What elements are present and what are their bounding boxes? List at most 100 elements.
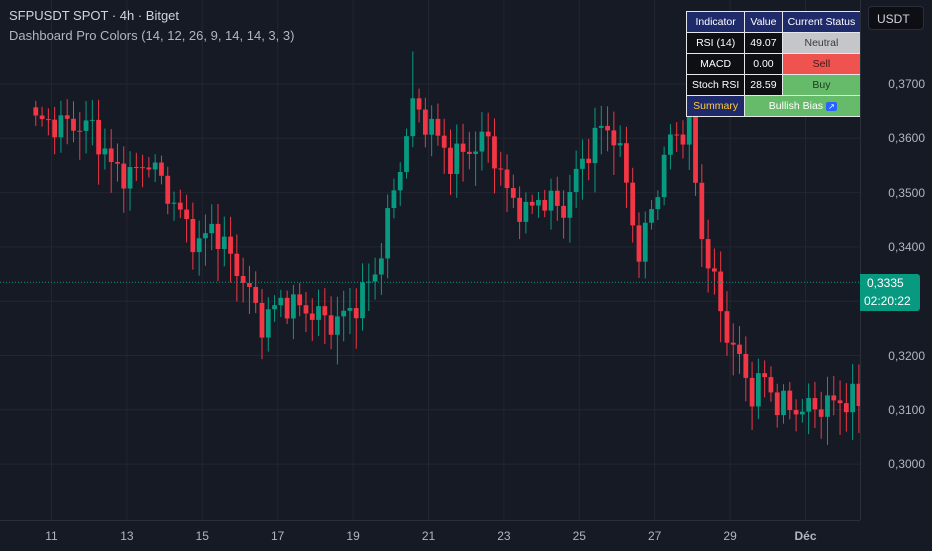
candle-body	[146, 167, 152, 170]
candle-body	[699, 182, 705, 240]
candle-body	[787, 390, 793, 411]
candle-body	[64, 115, 70, 119]
candle-body	[718, 271, 724, 312]
candle-body	[793, 410, 799, 415]
summary-label: Summary	[685, 95, 746, 117]
candle-body	[89, 119, 95, 121]
rsi-label: RSI (14)	[685, 32, 746, 54]
candle-body	[831, 395, 837, 401]
price-tick-label: 0,3100	[888, 402, 925, 417]
price-tick-label: 0,3400	[888, 239, 925, 254]
candle-body	[316, 306, 321, 320]
currency-button[interactable]: USDT	[868, 6, 924, 30]
time-tick-label: 15	[195, 529, 209, 543]
rsi-value: 49.07	[744, 32, 783, 54]
candle-body	[743, 353, 749, 378]
candle-body	[636, 225, 642, 262]
symbol-title[interactable]: SFPUSDT SPOT · 4h · Bitget	[9, 8, 180, 23]
candle-body	[712, 268, 717, 272]
candle-body	[259, 302, 265, 338]
candle-body	[850, 383, 856, 413]
candle-body	[322, 306, 328, 316]
time-tick-label: 27	[648, 529, 662, 543]
candle-body	[360, 282, 365, 319]
candle-body	[567, 191, 573, 218]
dashboard-header-value: Value	[744, 11, 783, 33]
price-axis[interactable]: 0,3700 0,3600 0,3500 0,3400 0,3200 0,3100 0,30…	[860, 0, 932, 520]
candle-body	[291, 294, 296, 319]
bar-countdown: 02:20:22	[864, 294, 911, 308]
candle-body	[693, 113, 698, 183]
candle-body	[253, 286, 259, 303]
candle-body	[454, 143, 460, 174]
candle-body	[221, 236, 227, 249]
candle-body	[115, 162, 120, 164]
summary-value: Bullish Bias	[768, 100, 824, 112]
candle-body	[297, 294, 303, 306]
indicator-legend[interactable]: Dashboard Pro Colors (14, 12, 26, 9, 14,…	[9, 28, 295, 43]
candle-body	[655, 197, 661, 210]
candle-body	[190, 219, 196, 253]
candle-body	[196, 238, 202, 253]
candle-body	[372, 274, 378, 282]
stoch-rsi-value: 28.59	[744, 74, 783, 96]
time-tick-label: Déc	[794, 529, 817, 543]
dashboard-header-status: Current Status	[781, 11, 862, 33]
candle-body	[391, 190, 397, 209]
time-axis[interactable]: 11 13 15 17 19 21 23 25 27 29 Déc	[0, 520, 860, 551]
stoch-rsi-label: Stoch RSI	[685, 74, 746, 96]
candle-body	[529, 201, 535, 206]
candle-body	[799, 411, 805, 415]
candle-body	[341, 310, 347, 317]
candle-body	[492, 136, 497, 169]
candle-body	[203, 233, 208, 239]
candle-body	[77, 130, 83, 132]
price-tick-label: 0,3600	[888, 131, 925, 146]
candle-body	[818, 409, 824, 417]
candle-body	[554, 190, 560, 206]
candle-body	[347, 308, 353, 311]
candle-body	[429, 118, 435, 135]
candle-body	[642, 222, 648, 262]
candle-body	[165, 175, 171, 204]
candle-body	[247, 282, 252, 287]
candle-body	[108, 148, 114, 163]
candle-body	[781, 390, 786, 416]
candle-body	[96, 119, 102, 155]
candle-body	[45, 119, 51, 121]
candle-body	[102, 148, 108, 155]
last-price-value: 0,3335	[867, 276, 904, 290]
candle-body	[724, 311, 730, 343]
price-tick-label: 0,3200	[888, 348, 925, 363]
candle-body	[498, 168, 504, 170]
candle-body	[83, 120, 89, 131]
candle-body	[177, 202, 183, 210]
candle-body	[397, 171, 403, 191]
time-tick-label: 19	[346, 529, 360, 543]
candle-body	[133, 167, 139, 169]
candle-body	[121, 163, 127, 189]
time-tick-label: 11	[45, 529, 58, 543]
price-tick-label: 0,3700	[888, 77, 925, 91]
candle-body	[755, 373, 761, 407]
candle-body	[152, 162, 158, 170]
candle-body	[617, 143, 623, 146]
candle-body	[416, 98, 422, 110]
time-tick-label: 21	[421, 529, 436, 543]
candle-body	[586, 158, 592, 164]
candle-body	[598, 125, 604, 128]
candle-body	[140, 167, 145, 169]
candle-body	[435, 118, 441, 136]
candlestick-chart[interactable]	[0, 0, 860, 520]
candle-body	[39, 115, 45, 120]
candle-body	[215, 223, 221, 249]
candle-body	[485, 131, 491, 137]
macd-status: Sell	[781, 53, 862, 75]
candle-body	[624, 143, 629, 183]
price-tick-label: 0,3500	[888, 185, 925, 200]
candle-body	[510, 188, 516, 198]
time-tick-label: 29	[723, 529, 737, 543]
candle-body	[806, 397, 812, 412]
candle-body	[385, 208, 391, 259]
candle-body	[605, 125, 610, 131]
